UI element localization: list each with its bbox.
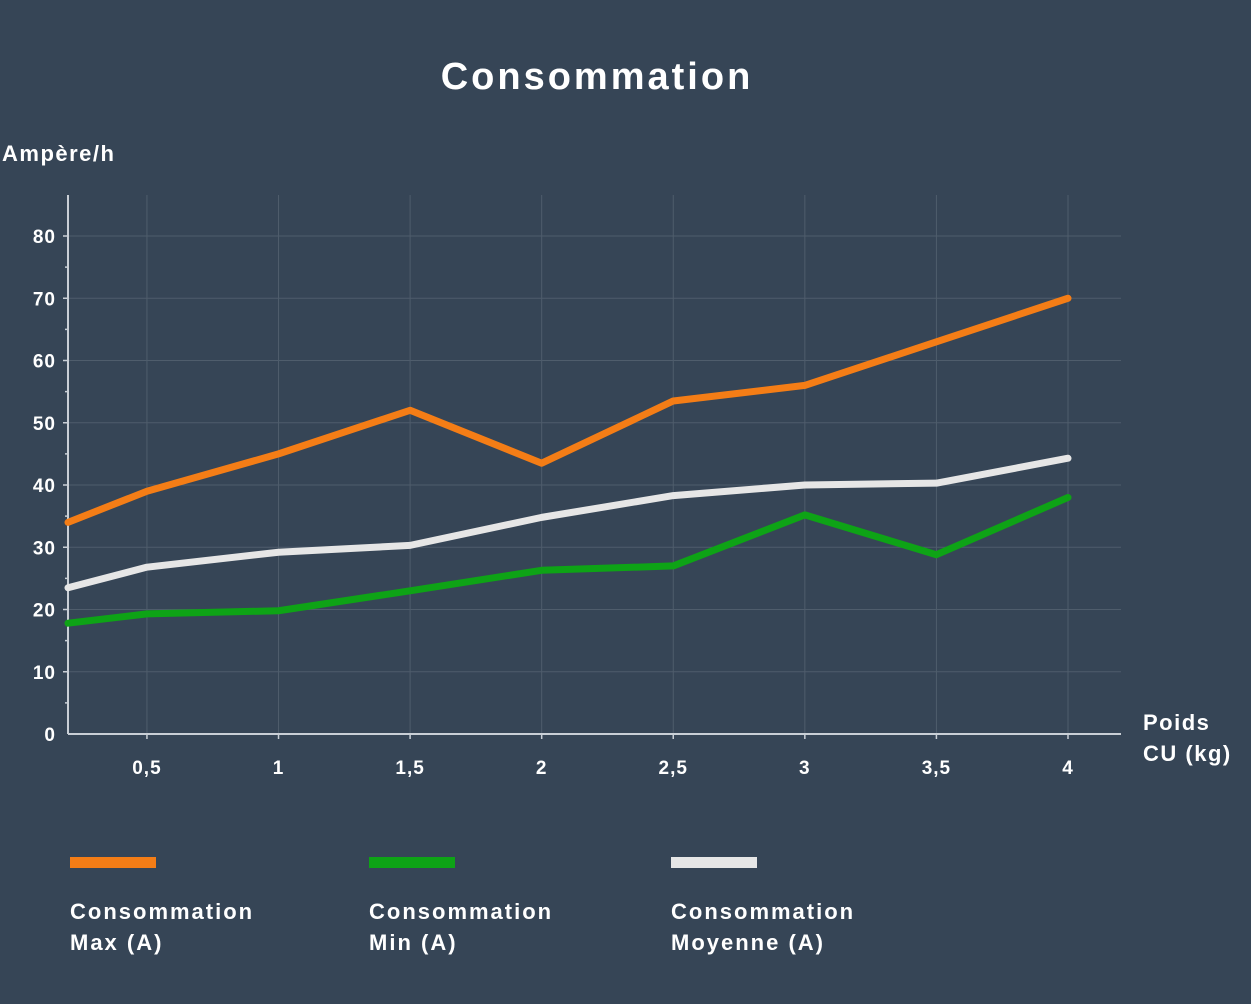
legend-label-min: Consommation Min (A) [369, 899, 554, 955]
series-line-min [64, 493, 1072, 627]
x-tick-label: 1,5 [395, 758, 424, 779]
y-tick-label: 20 [33, 601, 56, 622]
legend-swatch-max [70, 857, 156, 868]
y-tick-label: 0 [44, 725, 56, 746]
x-tick-label: 4 [1062, 758, 1074, 779]
legend-swatch-moyenne [671, 857, 757, 868]
y-tick-label: 70 [33, 289, 56, 310]
y-tick-label: 30 [33, 538, 56, 559]
legend-item-max: Consommation Max (A) [70, 857, 330, 958]
x-tick-label: 3,5 [922, 758, 951, 779]
y-tick-label: 50 [33, 414, 56, 435]
grid [68, 195, 1121, 734]
x-tick-label: 1 [273, 758, 285, 779]
axes [63, 195, 1121, 739]
tick-labels: 0 10 20 30 40 50 60 70 80 0,5 1 1,5 2 2,5 3 3,5 4 [33, 227, 1074, 779]
legend-swatch-min [369, 857, 455, 868]
x-tick-label: 0,5 [132, 758, 161, 779]
legend-item-min: Consommation Min (A) [369, 857, 629, 958]
series-line-moyenne [64, 454, 1072, 592]
y-tick-label: 40 [33, 476, 56, 497]
legend-item-moyenne: Consommation Moyenne (A) [671, 857, 931, 958]
x-tick-label: 2 [536, 758, 548, 779]
chart-title: Consommation [440, 56, 754, 98]
legend-label-moyenne: Consommation Moyenne (A) [671, 899, 856, 955]
y-axis-label: Ampère/h [2, 141, 116, 166]
series-lines [64, 294, 1072, 627]
x-tick-label: 3 [799, 758, 811, 779]
y-tick-label: 80 [33, 227, 56, 248]
series-line-max [64, 294, 1072, 526]
y-tick-label: 60 [33, 352, 56, 373]
legend-label-max: Consommation Max (A) [70, 899, 255, 955]
y-tick-label: 10 [33, 663, 56, 684]
x-axis-label: Poids CU (kg) [1143, 710, 1232, 766]
x-tick-label: 2,5 [659, 758, 688, 779]
